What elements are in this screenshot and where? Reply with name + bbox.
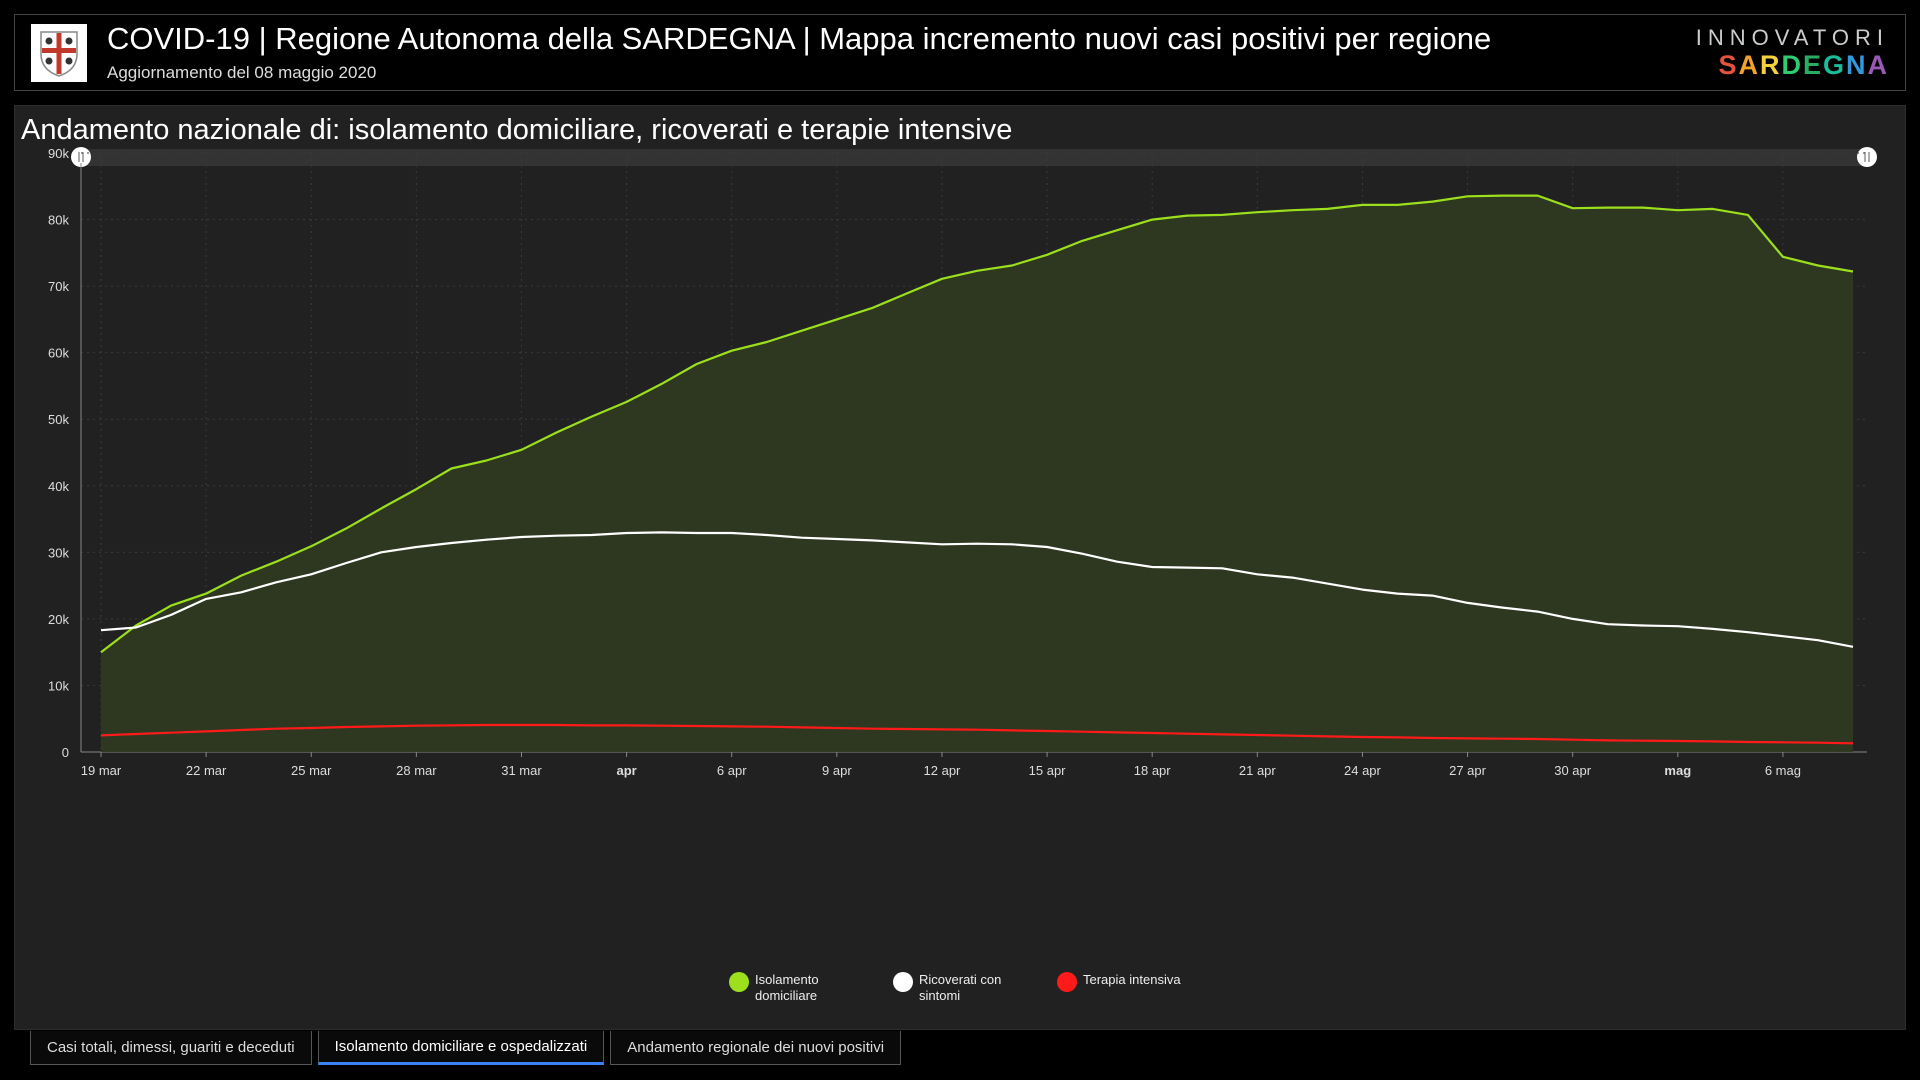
x-tick-label: 15 apr	[1029, 763, 1067, 778]
brand-top-text: INNOVATORI	[1695, 25, 1889, 50]
brand-letter: S	[1718, 50, 1739, 80]
y-tick-label: 20k	[48, 612, 69, 627]
x-tick-label: 18 apr	[1134, 763, 1172, 778]
legend-label: Terapia intensiva	[1083, 972, 1181, 987]
x-tick-label: 31 mar	[501, 763, 542, 778]
brand-letter: N	[1846, 50, 1868, 80]
tab-2[interactable]: Andamento regionale dei nuovi positivi	[610, 1031, 902, 1065]
header: COVID-19 | Regione Autonoma della SARDEG…	[14, 14, 1906, 91]
x-tick-label: 21 apr	[1239, 763, 1277, 778]
range-slider-track	[81, 149, 1867, 166]
area-fill-0	[101, 195, 1853, 753]
x-tick-label: 24 apr	[1344, 763, 1382, 778]
x-tick-label: mag	[1664, 763, 1691, 778]
line-area-chart: 0 10k 20k 30k 40k 50k 60k 70k 80k 90k 19 mar 22 mar…	[48, 146, 1877, 778]
chart-legend: Isolamento domiciliare Ricoverati con sin…	[15, 972, 1907, 1004]
legend-item[interactable]: Terapia intensiva	[1057, 972, 1193, 1004]
x-tick-label: 27 apr	[1449, 763, 1487, 778]
y-tick-label: 70k	[48, 279, 69, 294]
x-tick-label: 22 mar	[186, 763, 227, 778]
tab-bar: Casi totali, dimessi, guariti e deceduti…	[30, 1031, 907, 1065]
x-tick-label: 12 apr	[924, 763, 962, 778]
legend-item[interactable]: Ricoverati con sintomi	[893, 972, 1029, 1004]
y-tick-label: 50k	[48, 412, 69, 427]
brand-letter: R	[1759, 50, 1782, 80]
series-line-2	[100, 723, 1854, 745]
chart-title: Andamento nazionale di: isolamento domic…	[21, 114, 1013, 146]
chart-panel: Andamento nazionale di: isolamento domic…	[14, 105, 1906, 1030]
innovatori-sardegna-logo: INNOVATORI SARDEGNA	[1696, 25, 1889, 81]
brand-letter: D	[1781, 50, 1803, 80]
brand-letter: A	[1738, 50, 1760, 80]
brand-bottom-text: SARDEGNA	[1696, 50, 1889, 81]
x-tick-label: 9 apr	[822, 763, 852, 778]
x-tick-label: 25 mar	[291, 763, 332, 778]
x-tick-label: 28 mar	[396, 763, 437, 778]
tab-0[interactable]: Casi totali, dimessi, guariti e deceduti	[30, 1031, 312, 1065]
brand-letter: E	[1802, 50, 1823, 80]
legend-swatch	[1057, 972, 1077, 992]
brand-letter: A	[1867, 50, 1889, 80]
y-tick-label: 10k	[48, 678, 69, 693]
update-date: Aggiornamento del 08 maggio 2020	[107, 63, 377, 82]
y-tick-label: 80k	[48, 213, 69, 228]
tab-1[interactable]: Isolamento domiciliare e ospedalizzati	[317, 1031, 605, 1065]
brand-letter: G	[1822, 50, 1846, 80]
x-tick-label: 6 apr	[717, 763, 747, 778]
page-title: COVID-19 | Regione Autonoma della SARDEG…	[107, 21, 1492, 56]
x-tick-label: 6 mag	[1765, 763, 1801, 778]
x-tick-label: 30 apr	[1554, 763, 1592, 778]
y-tick-label: 40k	[48, 479, 69, 494]
series-line-0	[100, 194, 1854, 654]
y-tick-label: 30k	[48, 545, 69, 560]
legend-label: Isolamento domiciliare	[755, 972, 819, 1003]
x-tick-label: apr	[616, 763, 636, 778]
legend-label: Ricoverati con sintomi	[919, 972, 1002, 1003]
x-tick-label: 19 mar	[81, 763, 122, 778]
range-slider-handle-right[interactable]	[1857, 147, 1877, 167]
legend-item[interactable]: Isolamento domiciliare	[729, 972, 865, 1004]
legend-swatch	[729, 972, 749, 992]
y-tick-label: 60k	[48, 346, 69, 361]
series-line-1	[100, 531, 1854, 648]
sardegna-coat-of-arms-logo	[31, 24, 87, 82]
range-slider-handle-left[interactable]	[71, 147, 91, 167]
y-tick-label: 90k	[48, 146, 69, 161]
y-tick-label: 0	[62, 745, 69, 760]
legend-swatch	[893, 972, 913, 992]
